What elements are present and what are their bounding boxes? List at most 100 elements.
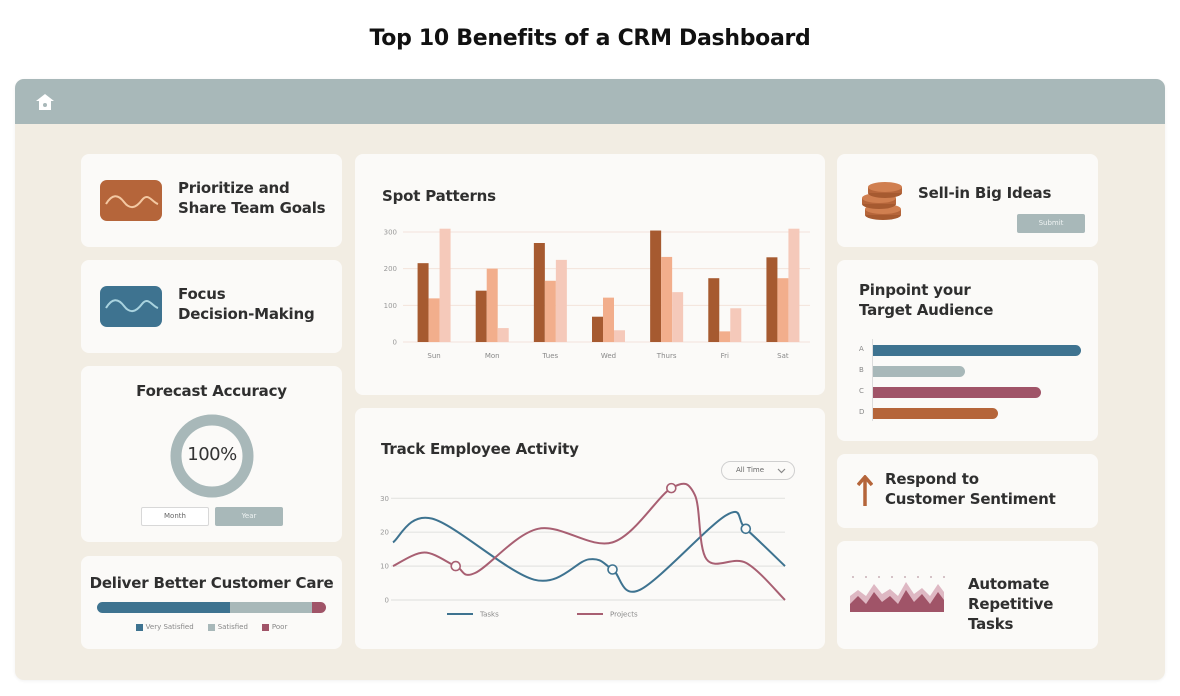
area-chart-icon bbox=[850, 576, 945, 612]
audience-bar bbox=[873, 408, 998, 419]
page-title: Top 10 Benefits of a CRM Dashboard bbox=[369, 26, 811, 51]
gauge-progress-arc bbox=[170, 414, 254, 498]
time-range-dropdown[interactable]: All Time bbox=[721, 461, 795, 480]
forecast-value: 100% bbox=[187, 444, 237, 465]
y-tick-label: 0 bbox=[385, 597, 389, 605]
audience-bar bbox=[873, 366, 965, 377]
y-tick-label: 200 bbox=[384, 265, 397, 273]
axis-line bbox=[872, 339, 873, 421]
card-title-line1: Respond to bbox=[885, 470, 979, 488]
legend-item: Poor bbox=[261, 623, 288, 631]
card-automate-tasks: Automate Repetitive Tasks bbox=[837, 541, 1098, 649]
y-tick-label: 100 bbox=[384, 302, 397, 310]
card-title: Deliver Better Customer Care bbox=[89, 574, 334, 592]
series-line-projects bbox=[392, 482, 786, 601]
card-track-activity: Track Employee Activity All Time 0 10 20 30… bbox=[355, 408, 825, 649]
month-button[interactable]: Month bbox=[141, 507, 209, 526]
legend-label: Tasks bbox=[479, 611, 499, 619]
y-tick-label: 20 bbox=[380, 529, 389, 537]
card-title: Forecast Accuracy bbox=[136, 382, 287, 400]
data-point-marker bbox=[740, 523, 752, 535]
legend-swatch bbox=[261, 623, 269, 631]
card-prioritize-goals[interactable]: Prioritize and Share Team Goals bbox=[81, 154, 342, 247]
bar bbox=[719, 331, 731, 342]
bar-chart: 0 100 200 300 Sun Mon Tues Wed Thurs Fri Sat bbox=[384, 228, 810, 360]
card-title-line2: Target Audience bbox=[859, 301, 994, 319]
bar bbox=[672, 292, 684, 342]
bar-label: B bbox=[859, 366, 864, 374]
bar bbox=[439, 228, 451, 342]
satisfaction-segment bbox=[229, 602, 313, 613]
legend-label: Satisfied bbox=[217, 623, 248, 631]
x-tick-label: Tues bbox=[542, 352, 559, 360]
satisfaction-segment bbox=[97, 602, 230, 613]
audience-bar bbox=[873, 387, 1042, 398]
data-point-marker bbox=[666, 482, 677, 494]
legend-item: Very Satisfied bbox=[135, 623, 194, 631]
card-respond-sentiment: Respond to Customer Sentiment bbox=[837, 454, 1098, 528]
data-point-marker bbox=[607, 564, 618, 575]
audience-bar bbox=[873, 345, 1081, 356]
legend-label: Projects bbox=[610, 611, 638, 619]
card-pinpoint-audience: Pinpoint your Target Audience A B C D bbox=[837, 260, 1098, 441]
legend-swatch bbox=[207, 623, 215, 631]
x-tick-label: Thurs bbox=[656, 352, 677, 360]
dashboard-frame: Prioritize and Share Team Goals Focus De… bbox=[15, 79, 1165, 680]
card-title-line2: Share Team Goals bbox=[178, 199, 326, 217]
forecast-gauge bbox=[170, 414, 254, 498]
year-button[interactable]: Year bbox=[215, 507, 283, 526]
x-tick-label: Mon bbox=[485, 352, 500, 360]
card-sell-in: Sell-in Big Ideas Submit bbox=[837, 154, 1098, 247]
card-title: Track Employee Activity bbox=[381, 440, 579, 458]
y-tick-label: 30 bbox=[380, 495, 389, 503]
dropdown-value: All Time bbox=[736, 466, 765, 474]
card-title-line2: Decision-Making bbox=[178, 305, 315, 323]
series-line-tasks bbox=[392, 510, 786, 593]
card-focus-decision[interactable]: Focus Decision-Making bbox=[81, 260, 342, 353]
wave-icon bbox=[100, 286, 162, 327]
legend-item: Satisfied bbox=[207, 623, 248, 631]
home-icon[interactable] bbox=[35, 93, 55, 111]
bar bbox=[788, 228, 800, 342]
bar bbox=[603, 297, 614, 342]
bar bbox=[708, 278, 720, 342]
x-tick-label: Sat bbox=[777, 352, 789, 360]
bar bbox=[555, 259, 567, 342]
bar bbox=[417, 263, 429, 342]
legend-label: Poor bbox=[271, 623, 288, 631]
card-spot-patterns: Spot Patterns 0 100 200 300 Sun Mon Tues Wed Thu… bbox=[355, 154, 825, 395]
card-title: Spot Patterns bbox=[382, 187, 496, 205]
bar bbox=[661, 256, 673, 342]
bar bbox=[592, 316, 603, 342]
submit-button[interactable]: Submit bbox=[1017, 214, 1085, 233]
bar bbox=[475, 290, 487, 342]
bar-label: D bbox=[859, 408, 865, 416]
x-tick-label: Sun bbox=[427, 352, 440, 360]
bar bbox=[650, 230, 662, 342]
bar bbox=[497, 328, 509, 342]
data-point-marker bbox=[450, 560, 462, 572]
y-tick-label: 0 bbox=[393, 339, 397, 347]
bar bbox=[766, 257, 778, 342]
bar bbox=[777, 278, 789, 342]
legend-label: Very Satisfied bbox=[145, 623, 194, 631]
y-tick-label: 10 bbox=[380, 563, 389, 571]
y-tick-label: 300 bbox=[384, 229, 397, 237]
card-title-line2: Repetitive Tasks bbox=[968, 595, 1054, 633]
x-tick-label: Fri bbox=[721, 352, 729, 360]
satisfaction-legend: Very Satisfied Satisfied Poor bbox=[81, 623, 342, 631]
bar bbox=[614, 330, 625, 342]
x-tick-label: Wed bbox=[601, 352, 616, 360]
card-forecast-accuracy: Forecast Accuracy 100% Month Year bbox=[81, 366, 342, 542]
coins-icon bbox=[862, 182, 902, 220]
bar bbox=[533, 243, 545, 342]
satisfaction-bar bbox=[97, 602, 326, 613]
bar bbox=[486, 268, 498, 342]
card-title-line1: Prioritize and bbox=[178, 179, 290, 197]
wave-icon bbox=[100, 180, 162, 221]
card-title-line1: Focus bbox=[178, 285, 226, 303]
card-title: Sell-in Big Ideas bbox=[918, 184, 1052, 202]
card-customer-care: Deliver Better Customer Care Very Satisf… bbox=[81, 556, 342, 649]
bar-label: A bbox=[859, 345, 864, 353]
chevron-down-icon bbox=[777, 468, 786, 474]
